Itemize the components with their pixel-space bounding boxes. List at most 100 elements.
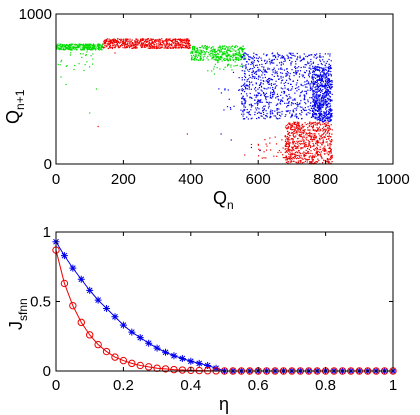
scatter-point [317,89,319,91]
scatter-point [299,57,301,59]
scatter-point [73,68,75,71]
scatter-point [316,139,318,142]
scatter-point [165,39,167,41]
scatter-point [308,132,310,134]
scatter-point [296,58,298,60]
scatter-point [325,81,327,83]
scatter-point [295,109,297,111]
scatter-point [328,63,330,65]
scatter-point [295,124,297,126]
star-marker [77,275,85,283]
scatter-point [220,92,223,94]
scatter-point [323,159,325,162]
scatter-point [316,96,318,98]
scatter-point [271,60,273,62]
scatter-point [285,75,287,77]
scatter-point [304,98,306,101]
scatter-point [317,142,319,144]
scatter-point [243,113,245,115]
scatter-point [213,49,215,51]
scatter-point [150,44,152,46]
scatter-point [328,127,330,129]
scatter-point [263,117,265,119]
scatter-point [208,54,210,56]
scatter-point [246,54,248,56]
scatter-point [321,74,323,76]
scatter-point [294,136,296,138]
scatter-point [132,44,134,46]
scatter-point [126,39,128,41]
scatter-point [155,47,158,50]
scatter-point [307,62,309,65]
scatter-point [313,103,316,105]
scatter-point [330,120,332,122]
scatter-point [312,115,314,117]
scatter-point [322,137,324,139]
scatter-point [142,42,144,45]
scatter-point [286,54,288,56]
x-tick-label: 0.6 [248,377,269,394]
scatter-point [205,48,207,50]
scatter-point [236,53,238,56]
scatter-point [283,69,286,71]
scatter-point [305,90,307,92]
scatter-point [230,139,232,141]
scatter-point [276,96,278,98]
scatter-point [199,47,202,49]
scatter-point [326,105,328,107]
scatter-point [300,131,302,133]
scatter-point [325,86,327,88]
scatter-point [242,51,244,53]
scatter-point [326,79,328,81]
scatter-point [258,70,260,72]
scatter-point [296,90,298,92]
scatter-point [329,156,332,158]
scatter-point [276,113,279,115]
scatter-point [67,48,69,50]
scatter-point [172,42,174,44]
scatter-point [305,158,307,161]
scatter-point [320,98,322,101]
scatter-point [309,89,311,91]
scatter-point [287,138,290,140]
scatter-point [229,55,231,57]
scatter-point [78,43,81,45]
scatter-point [317,128,320,130]
scatter-point [317,90,319,92]
scatter-point [312,99,315,101]
scatter-point [57,45,60,47]
scatter-point [300,140,302,142]
scatter-point [283,90,286,93]
scatter-point [316,75,318,77]
scatter-point [179,47,181,49]
scatter-point [174,40,177,42]
scatter-point [251,117,253,119]
scatter-point [286,157,288,159]
scatter-point [113,41,115,43]
scatter-point [315,153,317,155]
scatter-point [310,68,312,70]
scatter-point [275,104,277,106]
scatter-point [166,44,168,46]
scatter-point [63,44,65,46]
scatter-point [101,49,103,51]
scatter-point [244,154,246,156]
scatter-point [241,49,243,51]
scatter-point [134,47,136,49]
scatter-point [226,64,229,66]
scatter-point [317,112,320,115]
scatter-point [88,43,90,45]
scatter-point [309,121,311,123]
scatter-point [277,53,279,56]
scatter-point [325,105,327,107]
scatter-point [314,81,316,84]
scatter-point [74,46,76,48]
scatter-point [217,56,220,58]
scatter-point [211,58,213,60]
scatter-point [270,84,273,86]
scatter-point [313,156,315,158]
scatter-point [292,140,294,142]
scatter-point [272,113,274,115]
scatter-point [90,55,92,57]
scatter-point [283,91,286,94]
